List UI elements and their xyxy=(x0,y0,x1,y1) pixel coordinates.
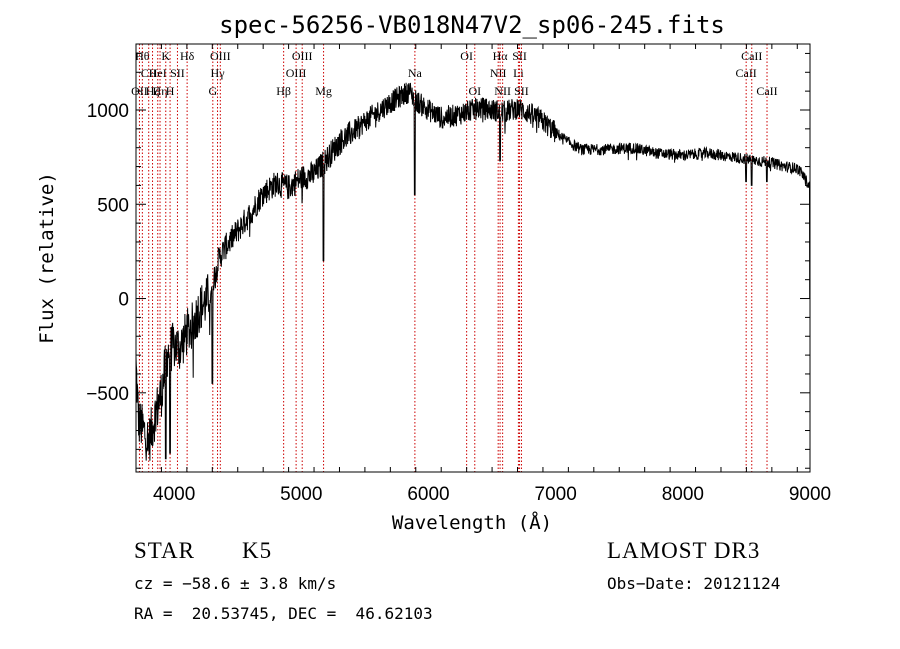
y-tick-label: 0 xyxy=(118,290,129,311)
line-marker-label: CaII xyxy=(735,66,756,80)
line-marker-label: Hγ xyxy=(211,66,226,80)
tick-labels: 4000 5000 6000 7000 8000 9000 −500 0 500 1000 xyxy=(86,101,831,505)
y-tick-label: 500 xyxy=(97,195,129,216)
line-marker-label: HeI xyxy=(149,66,167,80)
x-tick-label: 4000 xyxy=(153,484,195,505)
x-tick-label: 6000 xyxy=(407,484,449,505)
line-marker-label: OIII xyxy=(210,49,231,63)
line-marker-label: SII xyxy=(512,49,527,63)
line-marker-label: OI xyxy=(468,84,481,98)
ra-dec-readout: RA = 20.53745, DEC = 46.62103 xyxy=(134,604,433,623)
spectrum-line xyxy=(135,82,811,461)
x-tick-label: 9000 xyxy=(789,484,831,505)
plot-axes xyxy=(135,43,811,473)
survey-name: LAMOST DR3 xyxy=(607,538,761,563)
line-marker-label: OIII xyxy=(292,49,313,63)
line-markers: HθOIICIIHζHeIHηKHSIIHδGHγOIIIHβOIIIOIIIM… xyxy=(131,44,778,472)
line-marker-label: CaII xyxy=(756,84,777,98)
line-marker-label: NII xyxy=(490,66,507,80)
redshift-readout: cz = −58.6 ± 3.8 km/s xyxy=(134,574,337,593)
line-marker-label: OIII xyxy=(286,66,307,80)
x-tick-label: 8000 xyxy=(662,484,704,505)
y-axis-label: Flux (relative) xyxy=(36,172,58,344)
object-subclass: K5 xyxy=(242,538,273,563)
chart-title: spec-56256-VB018N47V2_sp06-245.fits xyxy=(219,11,725,39)
line-marker-label: H xyxy=(166,84,175,98)
y-tick-label: −500 xyxy=(86,384,129,405)
y-tick-label: 1000 xyxy=(87,101,129,122)
line-marker-label: SII xyxy=(514,84,529,98)
obs-date: Obs−Date: 20121124 xyxy=(607,574,781,593)
line-marker-label: Hδ xyxy=(180,49,195,63)
spectrum-series xyxy=(135,82,811,461)
line-marker-label: CaII xyxy=(741,49,762,63)
line-marker-label: G xyxy=(208,84,217,98)
line-marker-label: Hβ xyxy=(276,84,291,98)
line-marker-label: K xyxy=(161,49,170,63)
object-class: STAR xyxy=(134,538,195,563)
line-marker-label: Na xyxy=(408,66,423,80)
line-marker-label: NII xyxy=(494,84,511,98)
x-tick-label: 5000 xyxy=(280,484,322,505)
line-marker-label: SII xyxy=(170,66,185,80)
line-marker-label: OI xyxy=(460,49,473,63)
line-marker-label: Mg xyxy=(315,84,332,98)
x-tick-label: 7000 xyxy=(535,484,577,505)
line-marker-label: Hη xyxy=(153,84,168,98)
line-marker-label: Hθ xyxy=(135,49,150,63)
line-marker-label: Hα xyxy=(493,49,509,63)
plot-frame xyxy=(135,43,811,473)
line-marker-label: Li xyxy=(513,66,524,80)
line-marker-label: Hζ xyxy=(146,84,160,98)
x-axis-label: Wavelength (Å) xyxy=(392,511,552,534)
